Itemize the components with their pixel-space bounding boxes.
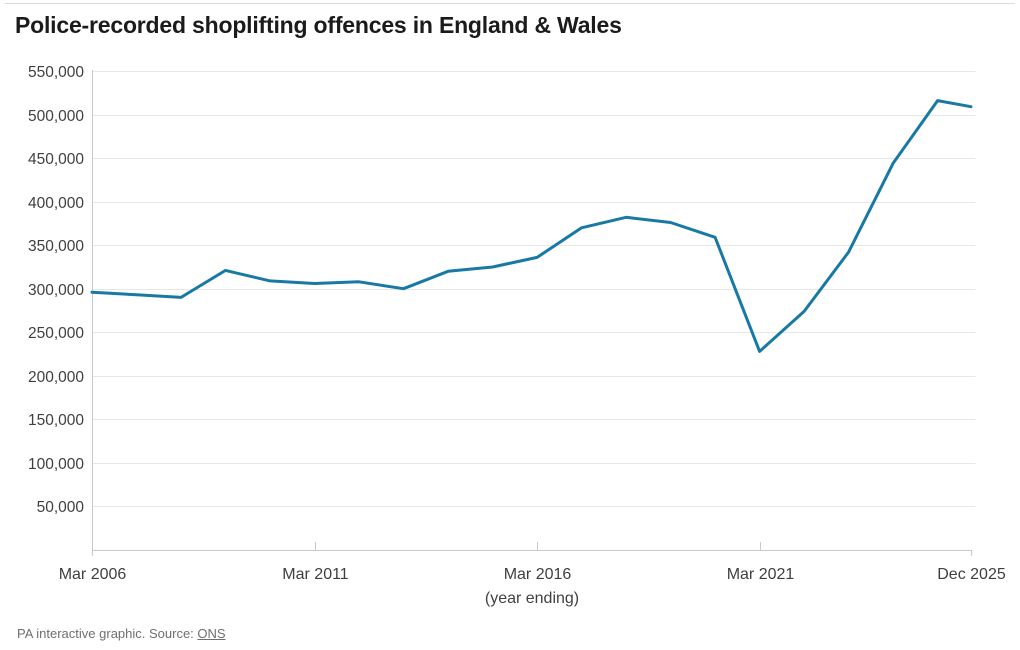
data-line [90, 99, 973, 353]
x-tick-label: Mar 2006 [59, 566, 127, 583]
y-tick-label: 200,000 [28, 369, 84, 386]
x-tick-label: Dec 2025 [937, 566, 1006, 583]
footer-text: PA interactive graphic. Source: [17, 626, 198, 641]
y-tick-label: 500,000 [28, 108, 84, 125]
page-title: Police-recorded shoplifting offences in … [15, 12, 622, 38]
y-tick-label: 150,000 [28, 412, 84, 429]
x-tick-label: Mar 2021 [727, 566, 795, 583]
x-tick-label: Mar 2011 [282, 566, 349, 583]
footer-credit: PA interactive graphic. Source: ONS [17, 626, 226, 641]
x-axis-title: (year ending) [484, 590, 580, 607]
y-tick-label: 300,000 [28, 282, 84, 299]
y-tick-label: 450,000 [28, 151, 84, 168]
y-tick-label: 250,000 [28, 325, 84, 342]
y-tick-label: 50,000 [37, 499, 85, 516]
y-tick-label: 350,000 [28, 238, 84, 255]
source-link[interactable]: ONS [197, 626, 226, 641]
x-tick-label: Mar 2016 [504, 566, 572, 583]
y-tick-label: 400,000 [28, 195, 84, 212]
top-divider [5, 3, 1015, 4]
y-tick-label: 550,000 [28, 64, 84, 81]
y-tick-label: 100,000 [28, 456, 84, 473]
